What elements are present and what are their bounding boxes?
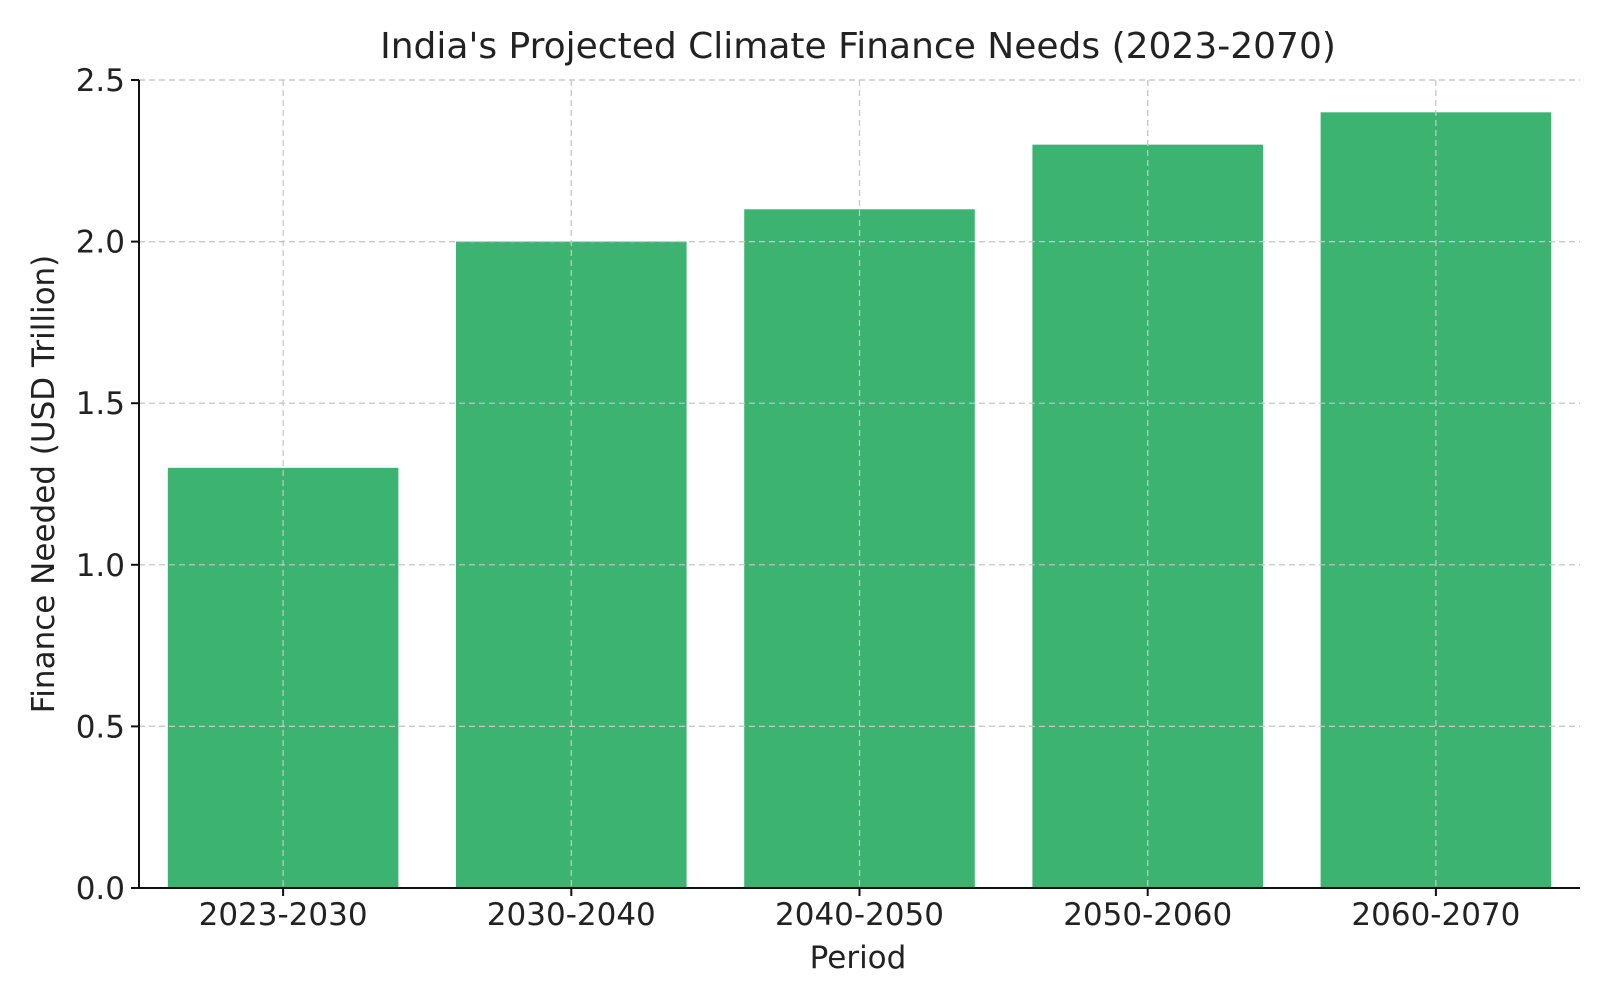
chart-title: India's Projected Climate Finance Needs … (380, 26, 1336, 67)
bar-2023-2030 (167, 467, 399, 888)
bars-layer (139, 79, 1580, 889)
y-tick-label: 1.5 (76, 386, 125, 422)
ticks-layer: 0.0 0.5 1.0 1.5 2.0 2.5 2023-2030 2030-2040 2040… (76, 63, 1521, 933)
y-tick-label: 0.5 (76, 709, 125, 745)
x-tick-label: 2060-2070 (1351, 897, 1520, 933)
y-tick-label: 1.0 (76, 548, 125, 584)
y-tick-label: 0.0 (76, 871, 125, 907)
x-tick-label: 2030-2040 (487, 897, 656, 933)
x-tick-label: 2050-2060 (1063, 897, 1232, 933)
x-axis-label: Period (810, 940, 907, 976)
x-tick-label: 2040-2050 (775, 897, 944, 933)
x-tick-label: 2023-2030 (199, 897, 368, 933)
y-tick-label: 2.5 (76, 63, 125, 99)
y-axis-label: Finance Needed (USD Trillion) (26, 255, 62, 714)
y-tick-label: 2.0 (76, 225, 125, 261)
bar-2050-2060 (1032, 144, 1263, 888)
